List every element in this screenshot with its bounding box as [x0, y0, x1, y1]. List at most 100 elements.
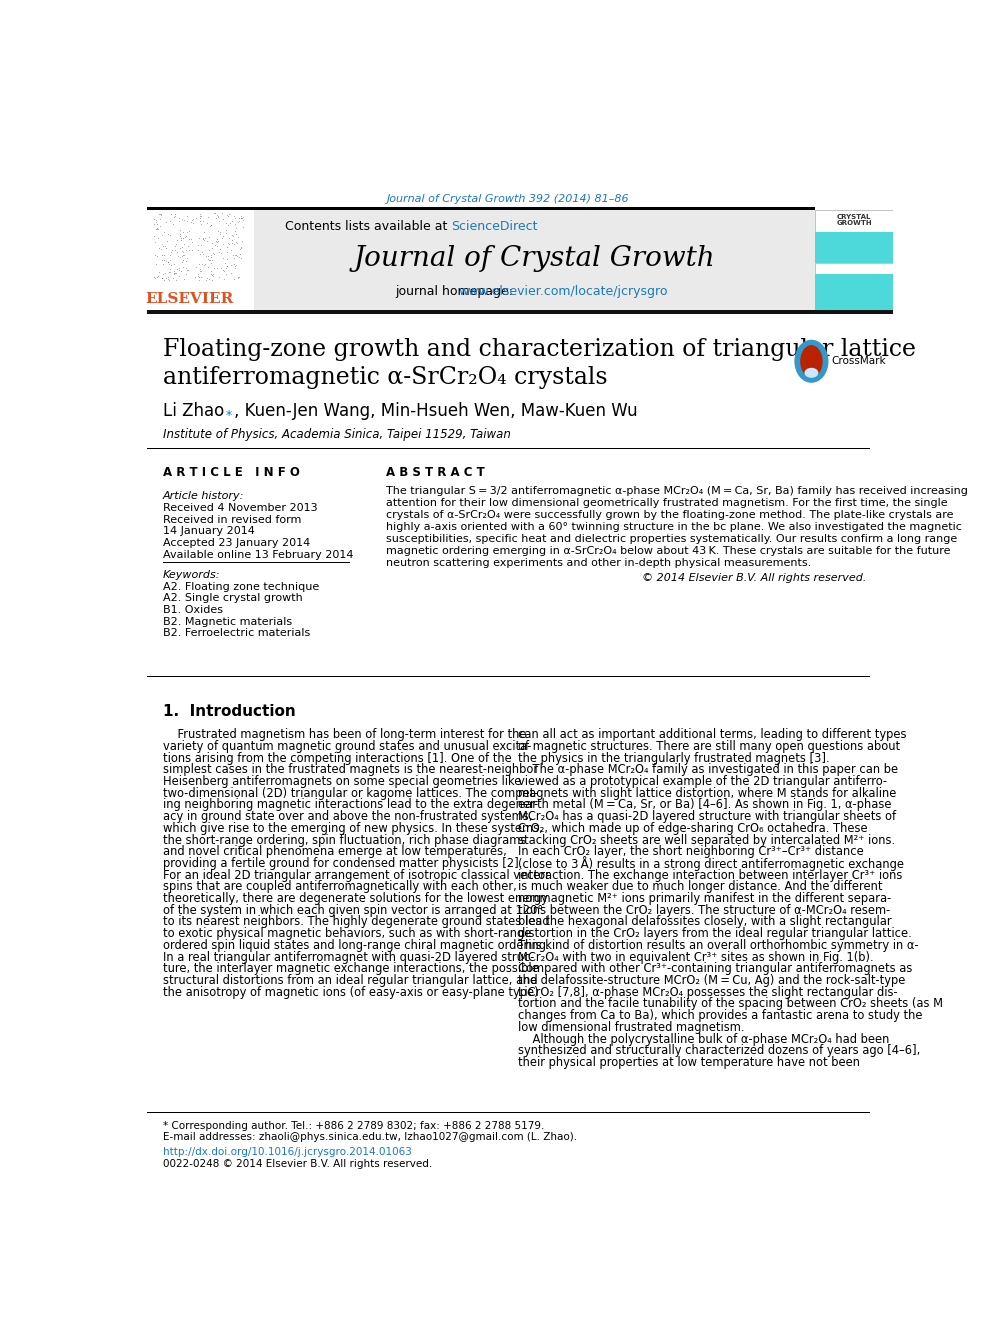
- Point: [179, 221, 194, 242]
- Point: [185, 213, 200, 234]
- Point: [176, 245, 191, 266]
- Point: [235, 217, 251, 238]
- Text: Although the polycrystalline bulk of α-phase MCr₂O₄ had been: Although the polycrystalline bulk of α-p…: [518, 1032, 889, 1045]
- Point: [164, 204, 180, 225]
- Point: [215, 247, 231, 269]
- Text: Floating-zone growth and characterization of triangular lattice: Floating-zone growth and characterizatio…: [163, 339, 916, 361]
- Point: [165, 214, 181, 235]
- Point: [217, 220, 233, 241]
- Point: [178, 257, 193, 278]
- Point: [226, 213, 242, 234]
- Point: [171, 259, 186, 280]
- Point: [167, 206, 183, 228]
- Point: [205, 242, 221, 263]
- Text: the physics in the triangularly frustrated magnets [3].: the physics in the triangularly frustrat…: [518, 751, 829, 765]
- Text: antiferromagnetic α-SrCr₂O₄ crystals: antiferromagnetic α-SrCr₂O₄ crystals: [163, 366, 607, 389]
- Point: [223, 262, 239, 283]
- Point: [205, 243, 221, 265]
- Point: [197, 270, 213, 291]
- Point: [207, 234, 223, 255]
- Text: http://dx.doi.org/10.1016/j.jcrysgro.2014.01063: http://dx.doi.org/10.1016/j.jcrysgro.201…: [163, 1147, 412, 1158]
- Point: [231, 210, 247, 232]
- Point: [160, 224, 176, 245]
- Text: ELSEVIER: ELSEVIER: [146, 292, 234, 306]
- Point: [226, 253, 242, 274]
- Point: [230, 266, 246, 287]
- Text: © 2014 Elsevier B.V. All rights reserved.: © 2014 Elsevier B.V. All rights reserved…: [642, 573, 866, 582]
- Text: earth metal (M = Ca, Sr, or Ba) [4–6]. As shown in Fig. 1, α-phase: earth metal (M = Ca, Sr, or Ba) [4–6]. A…: [518, 799, 891, 811]
- Text: Article history:: Article history:: [163, 491, 244, 501]
- Text: interaction. The exchange interaction between interlayer Cr³⁺ ions: interaction. The exchange interaction be…: [518, 869, 902, 881]
- Text: attention for their low dimensional geometrically frustrated magnetism. For the : attention for their low dimensional geom…: [386, 499, 947, 508]
- Point: [204, 265, 220, 286]
- Point: [232, 243, 248, 265]
- Text: CrO₂, which made up of edge-sharing CrO₆ octahedra. These: CrO₂, which made up of edge-sharing CrO₆…: [518, 822, 867, 835]
- Text: B1. Oxides: B1. Oxides: [163, 605, 223, 615]
- Point: [177, 233, 192, 254]
- Text: two-dimensional (2D) triangular or kagome lattices. The compet-: two-dimensional (2D) triangular or kagom…: [163, 787, 538, 799]
- Point: [233, 208, 249, 229]
- Point: [227, 208, 243, 229]
- Point: [196, 255, 212, 277]
- Point: [192, 206, 208, 228]
- Point: [154, 233, 170, 254]
- Text: tions arising from the competing interactions [1]. One of the: tions arising from the competing interac…: [163, 751, 512, 765]
- Point: [162, 210, 178, 232]
- Point: [219, 249, 235, 270]
- Point: [154, 204, 170, 225]
- Point: [180, 205, 195, 226]
- Text: * Corresponding author. Tel.: +886 2 2789 8302; fax: +886 2 2788 5179.: * Corresponding author. Tel.: +886 2 278…: [163, 1121, 545, 1131]
- Point: [151, 237, 167, 258]
- Point: [230, 212, 246, 233]
- Point: [149, 218, 165, 239]
- Text: of the system in which each given spin vector is arranged at 120°: of the system in which each given spin v…: [163, 904, 543, 917]
- Point: [156, 249, 172, 270]
- Point: [227, 255, 243, 277]
- Text: 0022-0248 © 2014 Elsevier B.V. All rights reserved.: 0022-0248 © 2014 Elsevier B.V. All right…: [163, 1159, 432, 1168]
- Point: [180, 247, 195, 269]
- Point: [164, 242, 180, 263]
- Point: [221, 204, 237, 225]
- Bar: [254, 209, 815, 310]
- Point: [211, 242, 227, 263]
- Text: the delafossite-structure MCrO₂ (M = Cu, Ag) and the rock-salt-type: the delafossite-structure MCrO₂ (M = Cu,…: [518, 974, 905, 987]
- Point: [172, 224, 187, 245]
- Point: [192, 243, 208, 265]
- Text: spins that are coupled antiferromagnetically with each other,: spins that are coupled antiferromagnetic…: [163, 880, 517, 893]
- Text: The α-phase MCr₂O₄ family as investigated in this paper can be: The α-phase MCr₂O₄ family as investigate…: [518, 763, 898, 777]
- Point: [220, 214, 236, 235]
- Text: simplest cases in the frustrated magnets is the nearest-neighbor: simplest cases in the frustrated magnets…: [163, 763, 538, 777]
- Point: [192, 261, 208, 282]
- Point: [196, 229, 212, 250]
- Text: tortion and the facile tunability of the spacing between CrO₂ sheets (as M: tortion and the facile tunability of the…: [518, 998, 942, 1011]
- Point: [204, 238, 220, 259]
- Point: [149, 214, 165, 235]
- Point: [166, 254, 182, 275]
- Point: [226, 247, 242, 269]
- Point: [175, 221, 190, 242]
- Point: [208, 204, 224, 225]
- Point: [173, 226, 188, 247]
- Point: [225, 245, 241, 266]
- Point: [174, 251, 189, 273]
- Point: [191, 205, 207, 226]
- Point: [168, 239, 184, 261]
- Point: [146, 266, 162, 287]
- Point: [158, 212, 174, 233]
- Point: [228, 224, 244, 245]
- Text: viewed as a prototypical example of the 2D triangular antiferro-: viewed as a prototypical example of the …: [518, 775, 887, 789]
- Bar: [815, 263, 893, 274]
- Point: [214, 202, 230, 224]
- Point: [150, 218, 166, 239]
- Point: [230, 267, 246, 288]
- Point: [194, 210, 210, 232]
- Point: [219, 237, 235, 258]
- Point: [181, 229, 196, 250]
- Text: B2. Ferroelectric materials: B2. Ferroelectric materials: [163, 628, 310, 638]
- Text: is much weaker due to much longer distance. And the different: is much weaker due to much longer distan…: [518, 880, 882, 893]
- Point: [192, 202, 208, 224]
- Point: [175, 208, 190, 229]
- Text: LiCrO₂ [7,8], α-phase MCr₂O₄ possesses the slight rectangular dis-: LiCrO₂ [7,8], α-phase MCr₂O₄ possesses t…: [518, 986, 898, 999]
- Point: [203, 249, 219, 270]
- Point: [188, 257, 204, 278]
